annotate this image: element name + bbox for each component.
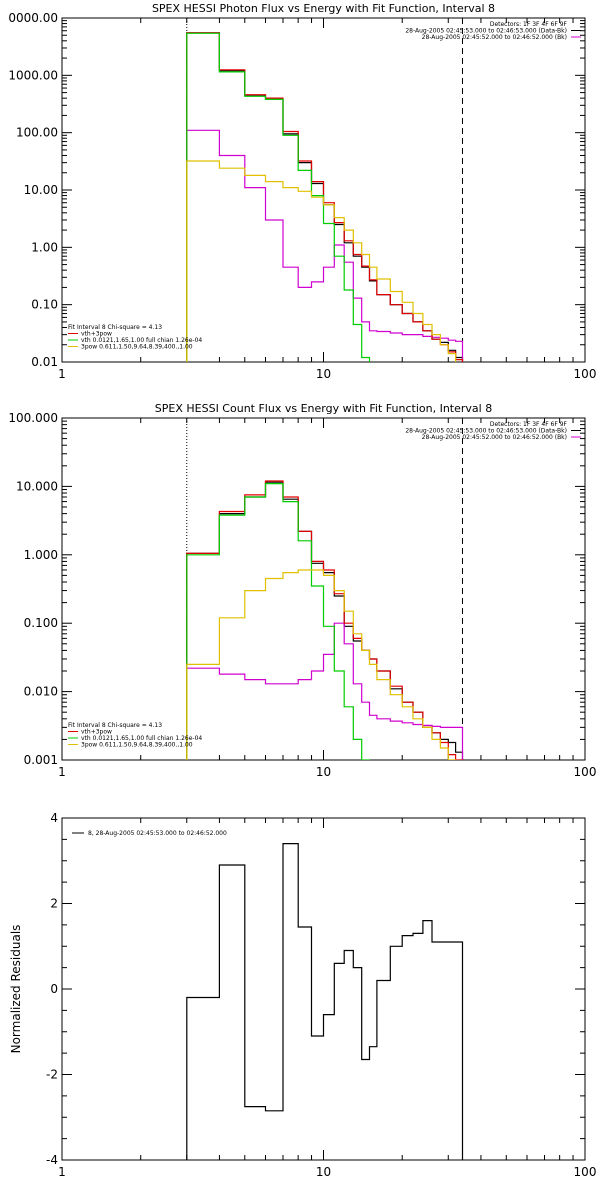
x-tick-label: 10 xyxy=(316,367,331,381)
series-line-3 xyxy=(186,32,464,362)
legend-bottom-entry: vth+3pow xyxy=(81,729,112,736)
y-axis-label: Normalized Residuals xyxy=(9,925,23,1054)
y-tick-label: 0.010 xyxy=(24,685,58,699)
series-line-3 xyxy=(186,480,464,760)
x-tick-label: 100 xyxy=(574,765,597,779)
y-tick-label: 10.000 xyxy=(16,479,58,493)
y-tick-label: 10.00 xyxy=(24,183,58,197)
legend-bottom-entry: Fit Interval 8 Chi-square = 4.13 xyxy=(68,722,162,729)
y-tick-label: 0 xyxy=(50,982,58,996)
x-tick-label: 1 xyxy=(58,367,66,381)
series-line-1 xyxy=(186,481,464,760)
y-tick-label: 100.000 xyxy=(8,411,58,425)
series-line-4 xyxy=(186,32,371,362)
legend-bottom-entry: Fit Interval 8 Chi-square = 4.13 xyxy=(68,324,162,331)
series-line-1 xyxy=(186,32,464,362)
y-tick-label: 0.01 xyxy=(31,355,58,369)
y-tick-label: 100.00 xyxy=(16,126,58,140)
y-tick-label: -4 xyxy=(46,1153,58,1167)
series-line-5 xyxy=(186,569,457,760)
legend-bottom-entry: 3pow 0.611,1.50,9.64,8.39,400.,1.00 xyxy=(81,344,193,351)
legend-bottom-entry: 3pow 0.611,1.50,9.64,8.39,400.,1.00 xyxy=(81,742,193,749)
series-line-5 xyxy=(186,160,457,362)
x-tick-label: 100 xyxy=(574,367,597,381)
chart-title: SPEX HESSI Photon Flux vs Energy with Fi… xyxy=(152,2,495,15)
chart-panel-3: 1 10 100 -4 -2 0 2 4 Normalized Residuals 8, 28-A… xyxy=(9,811,596,1179)
y-tick-label: 0.10 xyxy=(31,298,58,312)
y-tick-label: 0.100 xyxy=(24,616,58,630)
series-line-2 xyxy=(186,129,464,362)
y-tick-label: 1.000 xyxy=(24,548,58,562)
series-line-2 xyxy=(186,622,464,760)
y-tick-label: 0000.00 xyxy=(8,11,58,25)
x-tick-label: 10 xyxy=(316,1165,331,1179)
x-tick-label: 10 xyxy=(316,765,331,779)
legend-bottom-entry: vth 0.0121,1.65,1.00 full chian 1.26e-04 xyxy=(81,735,202,742)
series-line-1 xyxy=(186,843,464,1160)
chart-title: SPEX HESSI Count Flux vs Energy with Fit… xyxy=(155,402,492,415)
chart-panel-2: SPEX HESSI Count Flux vs Energy with Fit… xyxy=(8,402,596,779)
y-tick-label: 4 xyxy=(50,811,58,825)
y-tick-label: 0.001 xyxy=(24,753,58,767)
legend-bottom-entry: vth+3pow xyxy=(81,331,112,338)
legend-bottom-entry: vth 0.0121,1.65,1.00 full chian 1.26e-04 xyxy=(81,337,202,344)
legend-top-entry: 28-Aug-2005 02:45:52.000 to 02:46:52.000… xyxy=(422,34,567,41)
y-tick-label: 2 xyxy=(50,897,58,911)
legend-top-entry: 28-Aug-2005 02:45:52.000 to 02:46:52.000… xyxy=(422,434,567,441)
legend-top-entry: Detectors: 1F 3F 4F 6F 9F xyxy=(490,21,568,28)
series-line-4 xyxy=(186,483,371,760)
legend-top-entry: 28-Aug-2005 02:45:53.000 to 02:46:53.000… xyxy=(405,428,567,435)
legend-top-entry: Detectors: 1F 3F 4F 6F 9F xyxy=(490,421,568,428)
y-tick-label: -2 xyxy=(46,1068,58,1082)
plot-frame xyxy=(61,817,586,1161)
legend-top-entry: 28-Aug-2005 02:45:53.000 to 02:46:53.000… xyxy=(405,28,567,35)
chart-panel-1: SPEX HESSI Photon Flux vs Energy with Fi… xyxy=(8,2,596,381)
x-tick-label: 100 xyxy=(574,1165,597,1179)
x-tick-label: 1 xyxy=(58,765,66,779)
y-tick-label: 1000.00 xyxy=(8,68,58,82)
legend-top-entry: 8, 28-Aug-2005 02:45:53.000 to 02:46:52.… xyxy=(88,830,227,837)
x-tick-label: 1 xyxy=(58,1165,66,1179)
y-tick-label: 1.00 xyxy=(31,240,58,254)
